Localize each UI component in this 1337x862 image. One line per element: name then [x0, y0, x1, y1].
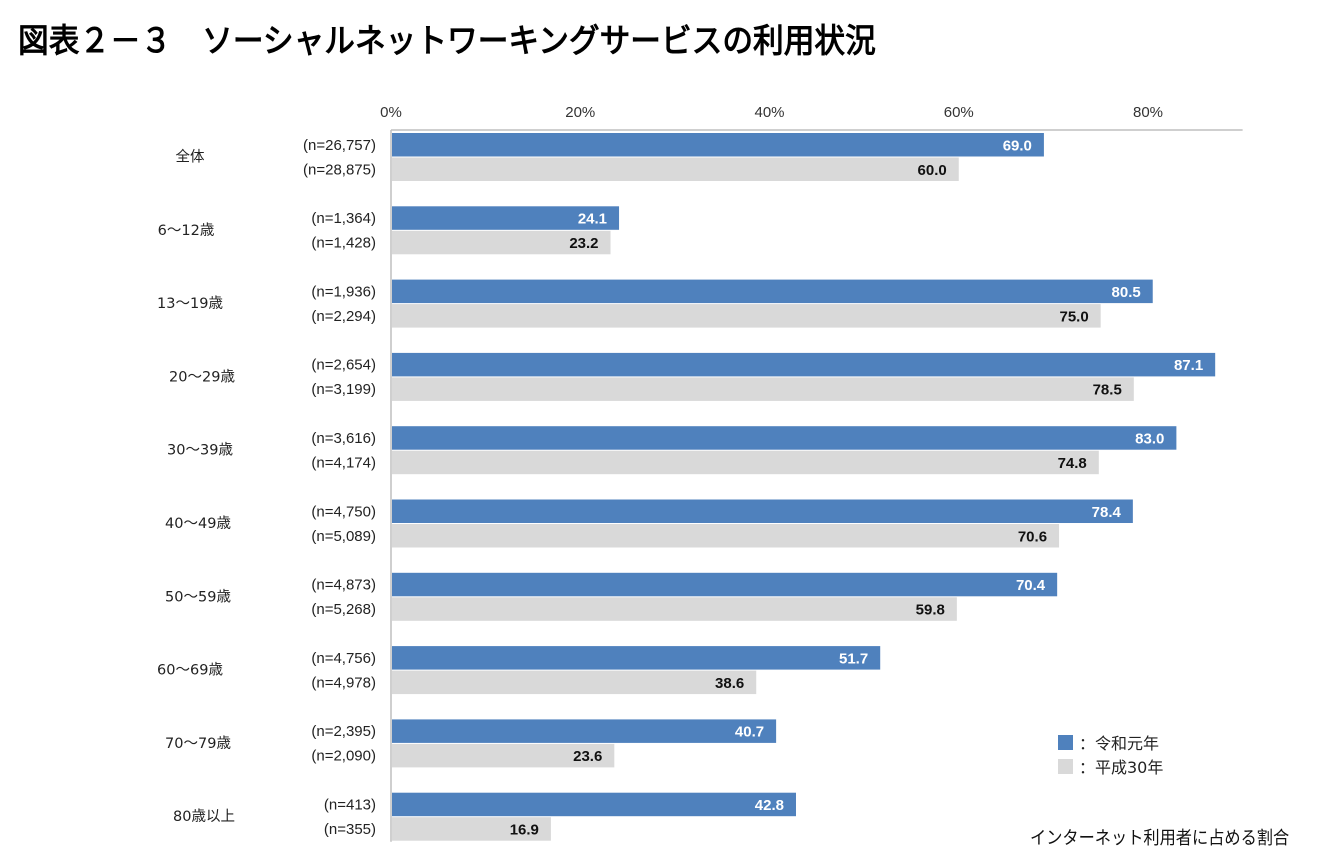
bar-reiwa [392, 352, 1216, 377]
sample-size-label: (n=2,395) [311, 723, 376, 740]
category-label: 30～39歳 [167, 442, 233, 459]
sample-size-label: (n=4,756) [311, 650, 376, 667]
legend-label-reiwa: ：令和元年 [1079, 734, 1160, 753]
bar-heisei [392, 597, 957, 621]
bar-heisei [392, 230, 611, 255]
sample-size-label: (n=413) [324, 796, 376, 813]
value-label: 78.4 [1092, 504, 1122, 521]
bar-reiwa [392, 719, 777, 743]
x-tick-label: 80% [1133, 104, 1163, 121]
value-label: 70.6 [1018, 528, 1047, 545]
x-tick-label: 40% [754, 104, 784, 121]
bar-heisei [392, 450, 1099, 475]
value-label: 38.6 [715, 675, 744, 692]
category-label: 全体 [176, 148, 205, 166]
legend-swatch-heisei [1058, 758, 1073, 774]
bar-heisei [392, 377, 1134, 401]
category-label: 80歳以上 [173, 808, 235, 825]
bar-reiwa [392, 499, 1133, 523]
bar-heisei [392, 524, 1060, 548]
value-label: 74.8 [1058, 455, 1087, 472]
bar-heisei [392, 743, 615, 768]
category-label: 40～49歳 [165, 515, 231, 532]
sample-size-label: (n=2,294) [311, 308, 376, 325]
axis-note: インターネット利用者に占める割合 [1030, 828, 1290, 849]
sample-size-label: (n=5,268) [311, 601, 376, 618]
sample-size-label: (n=28,875) [303, 161, 376, 178]
legend-swatch-reiwa [1058, 734, 1073, 750]
sample-size-label: (n=4,750) [311, 503, 376, 520]
sample-size-label: (n=1,936) [311, 283, 376, 300]
sample-size-label: (n=2,090) [311, 748, 376, 765]
sample-size-label: (n=4,978) [311, 674, 376, 691]
value-label: 40.7 [735, 724, 764, 741]
value-label: 51.7 [839, 650, 868, 667]
bar-reiwa [392, 206, 620, 230]
value-label: 60.0 [918, 162, 947, 179]
sample-size-label: (n=3,199) [311, 381, 376, 398]
value-label: 75.0 [1059, 308, 1088, 325]
bar-reiwa [392, 279, 1153, 304]
bar-heisei [392, 670, 757, 695]
category-label: 20～29歳 [169, 368, 235, 385]
legend-item-reiwa: ：令和元年 [1058, 730, 1163, 754]
bar-heisei [392, 817, 551, 841]
legend: ：令和元年 ：平成30年 [1058, 730, 1163, 778]
x-tick-label: 20% [565, 104, 595, 121]
x-tick-label: 60% [944, 104, 974, 121]
chart-title: 図表２－３ ソーシャルネットワーキングサービスの利用状況 [18, 21, 876, 60]
sample-size-label: (n=4,873) [311, 577, 376, 594]
bar-reiwa [392, 426, 1177, 450]
value-label: 23.6 [573, 748, 602, 765]
bar-reiwa [392, 646, 881, 670]
value-label: 83.0 [1135, 430, 1164, 447]
sample-size-label: (n=5,089) [311, 528, 376, 545]
value-label: 69.0 [1003, 137, 1032, 154]
value-label: 87.1 [1174, 357, 1203, 374]
value-label: 59.8 [916, 602, 945, 619]
bar-reiwa [392, 572, 1058, 597]
x-tick-label: 0% [380, 104, 402, 121]
sample-size-label: (n=26,757) [303, 137, 376, 154]
value-label: 23.2 [569, 235, 598, 252]
value-label: 42.8 [755, 797, 784, 814]
bar-reiwa [392, 133, 1044, 157]
category-label: 50～59歳 [165, 588, 231, 605]
sample-size-label: (n=1,364) [311, 210, 376, 227]
value-label: 70.4 [1016, 577, 1046, 594]
category-label: 60～69歳 [157, 662, 223, 679]
category-label: 6～12歳 [158, 222, 215, 239]
bar-heisei [392, 157, 959, 181]
category-label: 70～79歳 [165, 735, 231, 752]
sample-size-label: (n=4,174) [311, 454, 376, 471]
category-label: 13～19歳 [157, 295, 223, 312]
value-label: 24.1 [578, 211, 607, 228]
value-label: 80.5 [1112, 284, 1141, 301]
value-label: 16.9 [510, 821, 539, 838]
value-label: 78.5 [1093, 382, 1122, 399]
bar-heisei [392, 304, 1101, 328]
sample-size-label: (n=355) [324, 821, 376, 838]
bar-reiwa [392, 792, 796, 817]
sample-size-label: (n=2,654) [311, 357, 376, 374]
legend-item-heisei: ：平成30年 [1058, 754, 1163, 778]
sample-size-label: (n=1,428) [311, 235, 376, 252]
legend-label-heisei: ：平成30年 [1079, 758, 1164, 777]
sample-size-label: (n=3,616) [311, 430, 376, 447]
